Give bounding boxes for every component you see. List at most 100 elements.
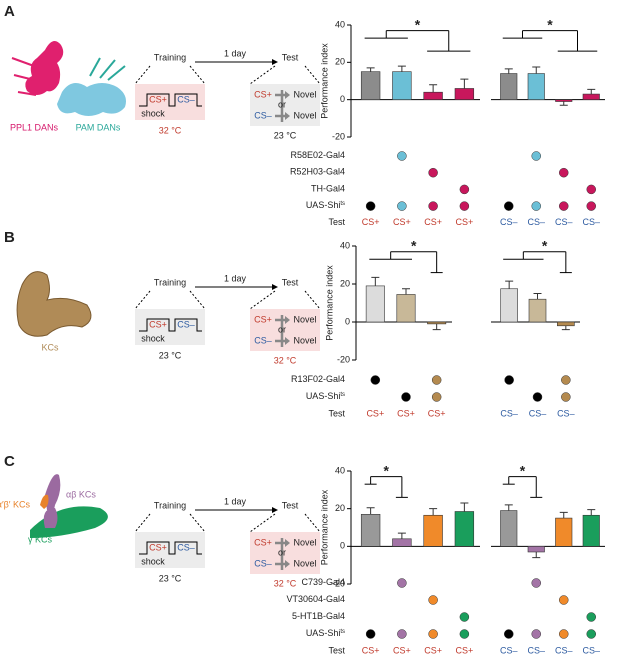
error-bar xyxy=(397,532,406,539)
novel-label: Novel xyxy=(293,314,316,324)
error-bar xyxy=(505,280,514,289)
test-cs: CS+ xyxy=(254,314,272,324)
genotype-label: TH-Gal4 xyxy=(311,184,345,194)
temp-label: 32 °C xyxy=(274,578,297,588)
error-bar xyxy=(561,325,570,331)
genotype-dot xyxy=(586,201,596,211)
stimulus-trace xyxy=(139,541,202,555)
bar xyxy=(423,514,443,547)
genotype-name: VT30604-Gal4 xyxy=(286,594,345,604)
test-arrow-head xyxy=(285,560,290,568)
genotype-label: UAS-Shits xyxy=(306,628,345,638)
test-cs: CS– xyxy=(254,558,272,568)
arrow-head xyxy=(272,284,278,290)
genotype-name: R13F02-Gal4 xyxy=(291,374,345,384)
test-arrow-head xyxy=(285,337,290,345)
temp-label: 23 °C xyxy=(159,350,182,360)
error-bar xyxy=(397,65,406,72)
stimulus-trace xyxy=(139,93,202,107)
y-tick-label: 20 xyxy=(335,503,345,513)
bar xyxy=(528,298,547,323)
test-arrow-head xyxy=(285,316,290,324)
error-bar xyxy=(460,502,469,512)
genotype-name: UAS-Shi xyxy=(306,391,341,401)
kc-drawing xyxy=(16,271,92,337)
genotype-dot xyxy=(370,375,381,385)
cs-minus: CS– xyxy=(177,94,195,104)
genotype-dot xyxy=(428,629,438,639)
genotype-dot xyxy=(459,612,470,622)
x-tick-label: CS+ xyxy=(428,408,446,418)
genotype-dot xyxy=(531,201,541,211)
temp-label: 23 °C xyxy=(159,573,182,583)
genotype-dot xyxy=(504,201,514,211)
genotype-dot xyxy=(561,392,571,402)
y-tick-label: 0 xyxy=(340,541,345,551)
cell-label: KCs xyxy=(41,342,59,352)
genotype-label: UAS-Shits xyxy=(306,200,345,210)
dash xyxy=(189,65,206,85)
genotype-label: UAS-Shits xyxy=(306,391,345,401)
error-bar xyxy=(559,101,568,106)
or-label: or xyxy=(278,547,286,557)
x-tick-label: CS+ xyxy=(424,217,442,227)
shock-label: shock xyxy=(141,556,165,566)
test-arrow-head xyxy=(285,112,290,120)
cs-minus: CS– xyxy=(177,542,195,552)
genotype-sup: ts xyxy=(340,201,345,207)
genotype-sup: ts xyxy=(340,629,345,635)
panel-label: B xyxy=(4,229,15,246)
x-tick-label: CS+ xyxy=(455,217,473,227)
genotype-name: R52H03-Gal4 xyxy=(290,167,345,177)
genotype-dot xyxy=(586,629,596,639)
cell-label: PAM DANs xyxy=(76,122,121,132)
genotype-dot xyxy=(397,578,407,588)
protocol-label: 1 day xyxy=(224,496,247,506)
bar xyxy=(365,285,385,323)
novel-label: Novel xyxy=(293,335,316,345)
y-axis-label: Performance index xyxy=(324,265,334,341)
y-axis-label: Performance index xyxy=(319,43,329,119)
y-tick-label: 40 xyxy=(340,240,350,250)
error-bar xyxy=(532,66,541,74)
shock-label: shock xyxy=(141,333,165,343)
genotype-name: UAS-Shi xyxy=(306,628,341,638)
genotype-dot xyxy=(586,612,596,622)
x-tick-label: CS– xyxy=(582,645,600,655)
bar xyxy=(527,546,545,553)
dash xyxy=(249,513,276,533)
x-tick-label: CS+ xyxy=(393,645,411,655)
bar xyxy=(555,99,573,102)
error-bar xyxy=(402,288,410,295)
sig-star: * xyxy=(384,462,390,478)
arrow-head xyxy=(272,507,278,513)
dash xyxy=(304,65,321,85)
cell-label: PPL1 DANs xyxy=(10,122,59,132)
x-tick-label: CS+ xyxy=(362,217,380,227)
test-row-label: Test xyxy=(328,217,345,227)
bar xyxy=(500,510,518,547)
bar xyxy=(582,514,600,547)
sig-star: * xyxy=(411,237,417,253)
genotype-dot xyxy=(504,375,514,385)
y-tick-label: 40 xyxy=(335,19,345,29)
bar xyxy=(500,288,518,323)
genotype-dot xyxy=(459,201,470,211)
bar xyxy=(500,73,518,100)
protocol-label: 1 day xyxy=(224,48,247,58)
bar xyxy=(527,73,545,100)
test-arrow-head xyxy=(285,91,290,99)
genotype-name: UAS-Shi xyxy=(306,200,341,210)
x-tick-label: CS– xyxy=(527,645,545,655)
y-tick-label: 40 xyxy=(335,465,345,475)
dash xyxy=(304,290,321,310)
y-axis-label: Performance index xyxy=(319,489,329,565)
y-tick-label: -20 xyxy=(332,131,345,141)
test-cs: CS+ xyxy=(254,537,272,547)
cell-label: γ KCs xyxy=(28,534,53,544)
x-tick-label: CS– xyxy=(557,408,575,418)
genotype-dot xyxy=(431,375,442,385)
novel-label: Novel xyxy=(293,110,316,120)
x-tick-label: CS+ xyxy=(393,217,411,227)
genotype-dot xyxy=(365,629,376,639)
